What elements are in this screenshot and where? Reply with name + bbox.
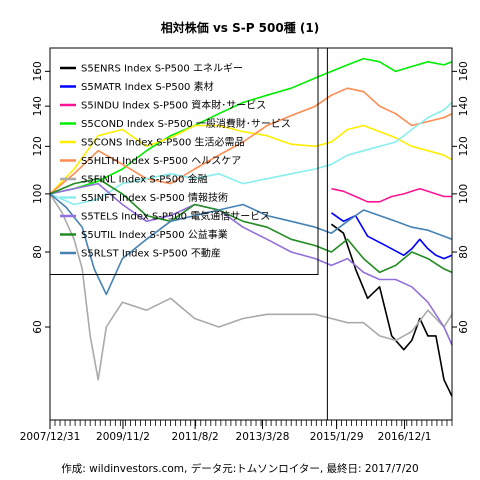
legend-label-3: S5INDU Index S-P500 資本財･サービス	[81, 99, 266, 112]
y-tick-label-right-2: 80	[458, 245, 470, 258]
y-tick-label-left-5: 140	[32, 96, 44, 116]
legend-label-11: S5RLST Index S-P500 不動産	[81, 247, 221, 260]
series-line-8	[49, 101, 453, 206]
x-tick-label-3: 2011/8/2	[172, 431, 219, 443]
legend-label-1: S5ENRS Index S-P500 エネルギー	[81, 63, 243, 75]
series-line-3	[331, 187, 452, 203]
x-tick-label-1: 2007/12/31	[20, 431, 81, 443]
legend-label-6: S5HLTH Index S-P500 ヘルスケア	[81, 155, 241, 167]
y-tick-label-right-3: 100	[458, 184, 470, 204]
plot-area: 60 60 80 80 100 100 120 120 140 140 160 160 2007/12/…	[20, 47, 470, 443]
y-tick-label-right-5: 140	[458, 96, 470, 116]
legend-label-5: S5CONS Index S-P500 生活必需品	[81, 136, 245, 149]
x-tick-label-6: 2016/12/1	[378, 431, 432, 443]
x-tick-label-5: 2015/1/29	[310, 431, 364, 443]
y-tick-label-right-1: 60	[458, 320, 470, 333]
series-line-1	[330, 223, 453, 397]
series-line-6	[49, 87, 453, 195]
y-tick-label-left-4: 120	[32, 136, 44, 156]
y-tick-label-left-6: 160	[32, 61, 44, 81]
x-tick-label-2: 2009/11/2	[96, 431, 150, 443]
series-line-4	[49, 57, 453, 195]
x-tick-label-4: 2013/3/28	[236, 431, 290, 443]
legend-label-9: S5TELS Index S-P500 電気通信サービス	[81, 210, 270, 223]
legend-label-10: S5UTIL Index S-P500 公益事業	[81, 228, 228, 241]
y-tick-label-left-1: 60	[32, 320, 44, 333]
y-tick-label-right-6: 160	[458, 61, 470, 81]
series-line-9	[49, 182, 453, 346]
series-line-11	[49, 193, 453, 296]
series-line-10	[49, 177, 453, 274]
legend-box	[49, 47, 319, 275]
legend-label-2: S5MATR Index S-P500 素材	[81, 80, 214, 93]
y-tick-label-left-3: 100	[32, 184, 44, 204]
legend-label-4: S5COND Index S-P500 一般消費財･サービス	[81, 117, 291, 130]
chart-credit: 作成: wildinvestors.com, データ元:トムソンロイター, 最終…	[61, 462, 418, 475]
y-tick-label-right-4: 120	[458, 136, 470, 156]
legend-label-7: S5FINL Index S-P500 金融	[81, 173, 208, 186]
series-line-7	[49, 193, 453, 381]
y-tick-label-left-2: 80	[32, 245, 44, 258]
legend-label-8: S5INFT Index S-P500 情報技術	[81, 191, 228, 204]
chart-title: 相対株価 vs S-P 500種 (1)	[161, 20, 319, 35]
series-line-5	[49, 124, 453, 195]
